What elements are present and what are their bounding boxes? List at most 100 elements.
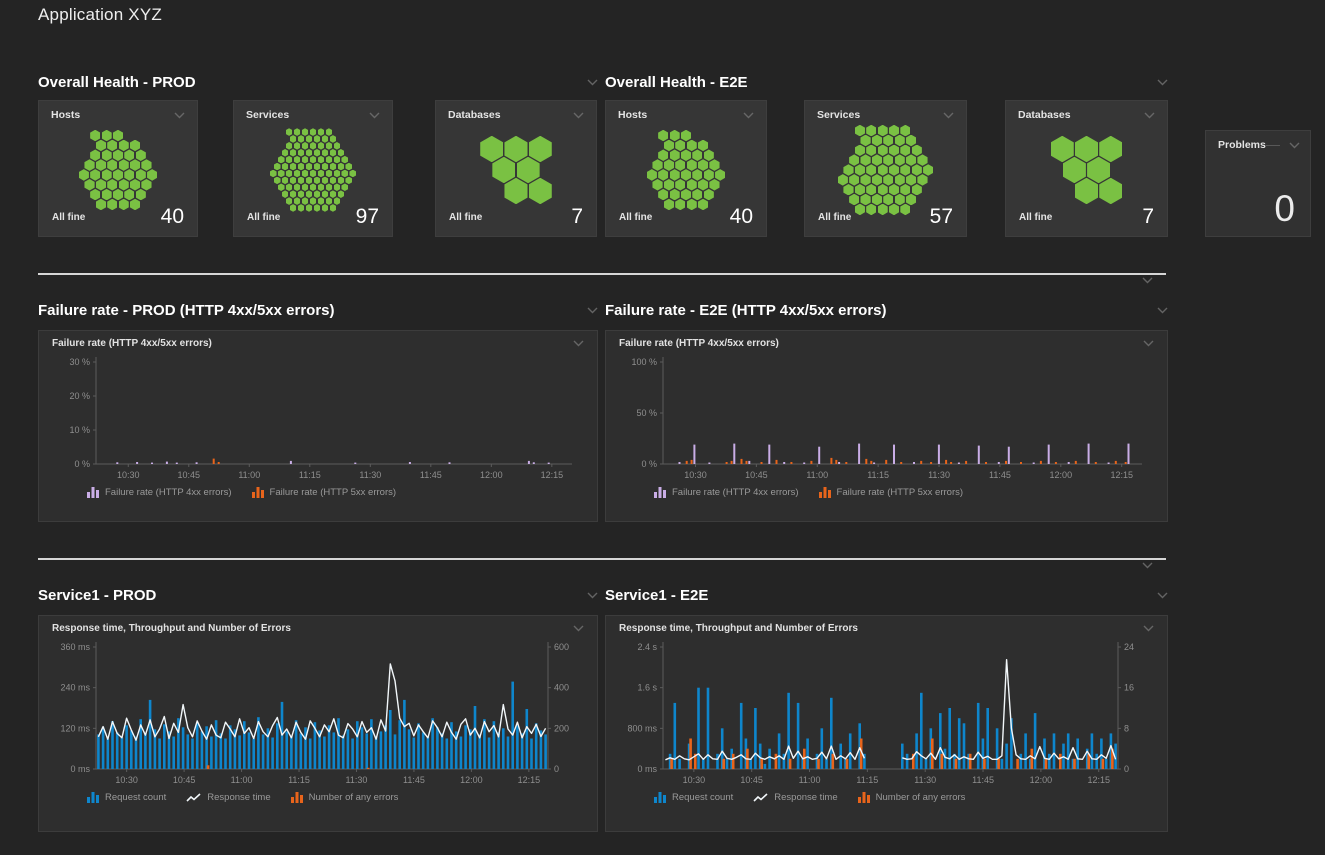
hexagon[interactable]: [113, 130, 123, 142]
hexagon[interactable]: [849, 174, 859, 186]
hexagon[interactable]: [282, 177, 289, 185]
hexagon[interactable]: [895, 135, 905, 147]
failure-rate-http-5xx-errors-bars[interactable]: [213, 459, 220, 464]
hexagon[interactable]: [119, 179, 129, 191]
hexagon[interactable]: [96, 199, 106, 211]
hexagon[interactable]: [895, 154, 905, 166]
legend-item-failure-rate-http-4xx-errors[interactable]: Failure rate (HTTP 4xx errors): [87, 487, 232, 498]
hexagon[interactable]: [310, 170, 317, 178]
hexagon[interactable]: [855, 184, 865, 196]
health-tile-services-prod[interactable]: ServicesAll fine97: [233, 100, 393, 237]
hexagon[interactable]: [855, 145, 865, 157]
hexagon[interactable]: [314, 163, 321, 171]
hexagon[interactable]: [664, 199, 674, 211]
hexagon[interactable]: [917, 154, 927, 166]
health-tile-databases-e2e[interactable]: DatabasesAll fine7: [1005, 100, 1168, 237]
hexagon[interactable]: [107, 159, 117, 171]
hexagon[interactable]: [322, 163, 329, 171]
service1-prod-plot[interactable]: 0 ms120 ms240 ms360 ms020040060010:3010:…: [52, 637, 584, 789]
hexagon[interactable]: [306, 163, 313, 171]
hexagon[interactable]: [282, 149, 289, 157]
hexagon[interactable]: [90, 189, 100, 201]
chevron-down-icon[interactable]: [1144, 112, 1155, 119]
hexagon[interactable]: [664, 159, 674, 171]
hexagon[interactable]: [917, 174, 927, 186]
chevron-down-icon[interactable]: [587, 592, 598, 599]
hexagon[interactable]: [866, 164, 876, 176]
hexagon[interactable]: [322, 135, 329, 143]
hexagon[interactable]: [326, 156, 333, 164]
hexagon[interactable]: [906, 194, 916, 206]
hexagon[interactable]: [341, 156, 348, 164]
chevron-down-icon[interactable]: [573, 112, 584, 119]
hexagon[interactable]: [286, 128, 293, 136]
hexagon[interactable]: [298, 135, 305, 143]
hexagon[interactable]: [96, 140, 106, 152]
hexagon[interactable]: [889, 204, 899, 216]
hexagon[interactable]: [302, 142, 309, 150]
hexagon[interactable]: [687, 199, 697, 211]
hexagon[interactable]: [889, 164, 899, 176]
hexagon[interactable]: [883, 154, 893, 166]
chevron-down-icon[interactable]: [1157, 307, 1168, 314]
hexagon[interactable]: [318, 183, 325, 191]
hexagon[interactable]: [298, 204, 305, 212]
hexagon[interactable]: [330, 177, 337, 185]
hexagon[interactable]: [664, 140, 674, 152]
hexagon[interactable]: [96, 159, 106, 171]
hexagon[interactable]: [318, 156, 325, 164]
plot-area[interactable]: 0 ms120 ms240 ms360 ms020040060010:3010:…: [52, 637, 597, 789]
hexagon[interactable]: [334, 142, 341, 150]
hexagon[interactable]: [314, 190, 321, 198]
hexagon[interactable]: [322, 177, 329, 185]
hexagon[interactable]: [286, 142, 293, 150]
hexagon[interactable]: [124, 149, 134, 161]
hexagon[interactable]: [878, 125, 888, 137]
health-tile-databases-prod[interactable]: DatabasesAll fine7: [435, 100, 597, 237]
chevron-down-icon[interactable]: [174, 112, 185, 119]
hexagon[interactable]: [855, 125, 865, 137]
hexagon[interactable]: [1087, 157, 1110, 183]
hexagon[interactable]: [687, 159, 697, 171]
hexagon[interactable]: [136, 149, 146, 161]
hexagon[interactable]: [912, 184, 922, 196]
plot-area[interactable]: 0 %50 %100 %10:3010:4511:0011:1511:3011:…: [619, 352, 1167, 484]
legend-item-request-count[interactable]: Request count: [87, 792, 166, 803]
hexagon[interactable]: [306, 204, 313, 212]
hexagon[interactable]: [322, 149, 329, 157]
hexagon[interactable]: [306, 190, 313, 198]
hexagon[interactable]: [866, 184, 876, 196]
hexagon[interactable]: [692, 169, 702, 181]
hexagon[interactable]: [286, 197, 293, 205]
hexagon[interactable]: [900, 164, 910, 176]
hexagon[interactable]: [912, 145, 922, 157]
hexagon[interactable]: [294, 170, 301, 178]
hexagon[interactable]: [658, 130, 668, 142]
hexagon[interactable]: [900, 125, 910, 137]
hexagon[interactable]: [658, 169, 668, 181]
hexagon[interactable]: [113, 169, 123, 181]
hexagon[interactable]: [294, 128, 301, 136]
legend-item-failure-rate-http-5xx-errors[interactable]: Failure rate (HTTP 5xx errors): [252, 487, 397, 498]
hexagon[interactable]: [298, 177, 305, 185]
hexagon[interactable]: [704, 169, 714, 181]
hexagon[interactable]: [860, 174, 870, 186]
hexagon[interactable]: [1099, 136, 1122, 162]
hexagon[interactable]: [102, 189, 112, 201]
hexagon[interactable]: [102, 130, 112, 142]
hexagon[interactable]: [1075, 136, 1098, 162]
chevron-down-icon[interactable]: [573, 625, 584, 632]
hexagon[interactable]: [687, 179, 697, 191]
hexagon[interactable]: [692, 149, 702, 161]
hexagon[interactable]: [294, 156, 301, 164]
hexagon[interactable]: [681, 149, 691, 161]
hexagon[interactable]: [334, 197, 341, 205]
hexagon[interactable]: [136, 189, 146, 201]
hexagon[interactable]: [278, 170, 285, 178]
number-of-any-errors-bars[interactable]: [670, 739, 1113, 770]
hexagon[interactable]: [326, 128, 333, 136]
hexagon[interactable]: [709, 159, 719, 171]
failure-rate-prod-plot[interactable]: 0 %10 %20 %30 %10:3010:4511:0011:1511:30…: [52, 352, 584, 484]
health-tile-hosts-e2e[interactable]: HostsAll fine40: [605, 100, 767, 237]
hexagon[interactable]: [302, 197, 309, 205]
